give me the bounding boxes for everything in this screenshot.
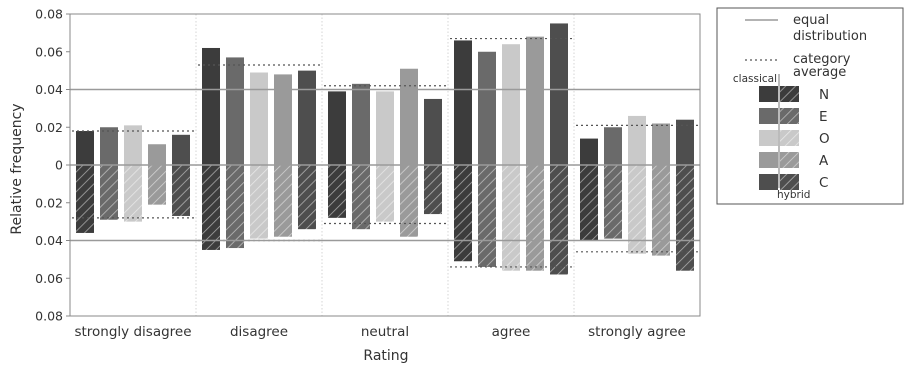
y-tick-label: 0.02 (35, 195, 63, 210)
bar-classical-A-neutral (400, 68, 418, 165)
bar-hybrid-N-strongly-disagree (76, 165, 94, 233)
bar-hybrid-O-strongly-agree (628, 165, 646, 254)
bar-hybrid-E-agree (478, 165, 496, 267)
legend-series-label-N: N (819, 87, 829, 103)
legend-swatch-classical-E (759, 108, 778, 124)
bar-classical-N-strongly-disagree (76, 131, 94, 165)
y-tick-label: 0.08 (35, 309, 63, 324)
y-tick-label: 0.06 (35, 44, 63, 59)
bar-classical-E-agree (478, 51, 496, 165)
bar-classical-O-disagree (250, 72, 268, 165)
legend-series-label-E: E (819, 109, 828, 125)
bar-hybrid-A-neutral (400, 165, 418, 237)
legend-hybrid-label: hybrid (777, 189, 810, 201)
y-tick-label: 0.02 (35, 120, 63, 135)
bar-classical-A-disagree (274, 74, 292, 165)
bar-classical-C-strongly-disagree (172, 134, 190, 165)
y-tick-label: 0.04 (35, 82, 63, 97)
bar-classical-C-strongly-agree (676, 119, 694, 165)
bar-hybrid-A-strongly-agree (652, 165, 670, 256)
bar-hybrid-O-disagree (250, 165, 268, 239)
plot-area (70, 14, 700, 316)
bar-classical-O-agree (502, 44, 520, 166)
bar-hybrid-E-neutral (352, 165, 370, 230)
legend-swatch-classical-A (759, 152, 778, 168)
bar-hybrid-A-agree (526, 165, 544, 271)
bar-hybrid-O-strongly-disagree (124, 165, 142, 222)
bar-hybrid-E-strongly-agree (604, 165, 622, 239)
bar-classical-E-strongly-disagree (100, 127, 118, 165)
x-tick-label: disagree (230, 324, 288, 340)
bar-classical-C-neutral (424, 98, 442, 165)
bar-classical-C-disagree (298, 70, 316, 165)
bar-classical-O-neutral (376, 91, 394, 165)
bar-classical-C-agree (550, 23, 568, 165)
legend-average-label: category average (793, 52, 851, 80)
bar-classical-N-disagree (202, 47, 220, 165)
legend-classical-label: classical (733, 73, 777, 85)
bar-hybrid-E-disagree (226, 165, 244, 249)
y-axis-label: Relative frequency (9, 103, 25, 234)
legend-series-label-O: O (819, 131, 830, 147)
y-tick-label: 0.08 (35, 7, 63, 22)
legend-swatch-hybrid-E (780, 108, 799, 124)
legend-swatch-hybrid-O (780, 130, 799, 146)
x-tick-label: strongly agree (588, 324, 686, 340)
legend-swatch-classical-O (759, 130, 778, 146)
bar-classical-E-strongly-agree (604, 127, 622, 165)
y-tick-label: 0.06 (35, 271, 63, 286)
x-axis-label: Rating (363, 348, 408, 364)
bar-classical-E-neutral (352, 83, 370, 165)
bar-classical-A-strongly-disagree (148, 144, 166, 165)
legend-swatch-hybrid-C (780, 174, 799, 190)
bar-hybrid-A-disagree (274, 165, 292, 237)
legend-series-label-A: A (819, 153, 829, 169)
bar-hybrid-E-strongly-disagree (100, 165, 118, 220)
y-tick-label: 0 (55, 158, 63, 173)
bar-hybrid-N-agree (454, 165, 472, 262)
bar-classical-N-neutral (328, 91, 346, 165)
bar-hybrid-C-strongly-agree (676, 165, 694, 271)
bar-hybrid-N-strongly-agree (580, 165, 598, 241)
bar-hybrid-C-disagree (298, 165, 316, 230)
bar-classical-N-agree (454, 40, 472, 165)
bar-hybrid-O-neutral (376, 165, 394, 222)
bar-classical-A-agree (526, 36, 544, 166)
legend-series-label-C: C (819, 175, 828, 191)
bar-hybrid-N-disagree (202, 165, 220, 250)
legend-equal-label: equal distribution (793, 13, 867, 44)
bar-classical-A-strongly-agree (652, 123, 670, 165)
bar-hybrid-O-agree (502, 165, 520, 271)
bar-hybrid-N-neutral (328, 165, 346, 218)
bar-hybrid-A-strongly-disagree (148, 165, 166, 205)
bar-classical-O-strongly-disagree (124, 125, 142, 165)
legend-swatch-classical-N (759, 86, 778, 102)
bar-classical-O-strongly-agree (628, 115, 646, 165)
axes: 0.08 0.06 0.04 0.02 0 0.02 0.04 0.06 0.08 strongl… (35, 7, 701, 340)
bar-hybrid-C-strongly-disagree (172, 165, 190, 216)
bar-hybrid-C-agree (550, 165, 568, 275)
legend: equal distribution category average classica… (716, 7, 904, 205)
bar-classical-N-strongly-agree (580, 138, 598, 165)
x-tick-label: agree (492, 324, 531, 340)
bar-hybrid-C-neutral (424, 165, 442, 215)
x-tick-label: strongly disagree (74, 324, 191, 340)
x-tick-label: neutral (361, 324, 409, 340)
y-tick-label: 0.04 (35, 233, 63, 248)
legend-box (716, 7, 904, 205)
legend-swatch-hybrid-N (780, 86, 799, 102)
bar-classical-E-disagree (226, 57, 244, 165)
legend-swatch-hybrid-A (780, 152, 799, 168)
legend-swatch-classical-C (759, 174, 778, 190)
